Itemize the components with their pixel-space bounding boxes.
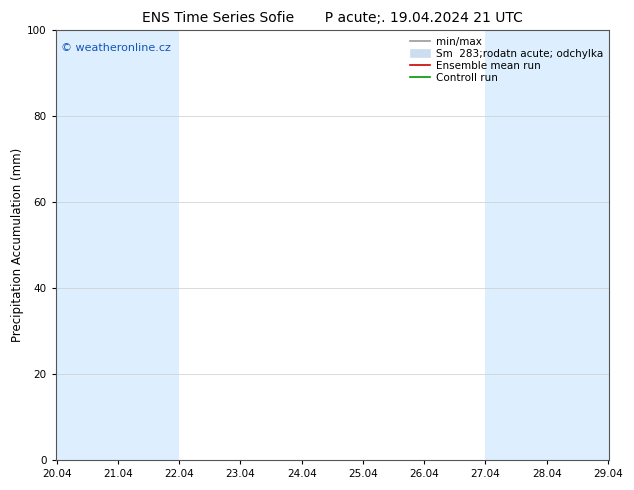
Bar	[57, 30, 118, 460]
Bar	[547, 30, 608, 460]
Text: © weatheronline.cz: © weatheronline.cz	[61, 43, 171, 53]
Bar	[118, 30, 179, 460]
Title: ENS Time Series Sofie       P acute;. 19.04.2024 21 UTC: ENS Time Series Sofie P acute;. 19.04.20…	[142, 11, 523, 25]
Bar	[608, 30, 634, 460]
Legend: min/max, Sm  283;rodatn acute; odchylka, Ensemble mean run, Controll run: min/max, Sm 283;rodatn acute; odchylka, …	[406, 34, 606, 86]
Bar	[486, 30, 547, 460]
Y-axis label: Precipitation Accumulation (mm): Precipitation Accumulation (mm)	[11, 148, 24, 343]
